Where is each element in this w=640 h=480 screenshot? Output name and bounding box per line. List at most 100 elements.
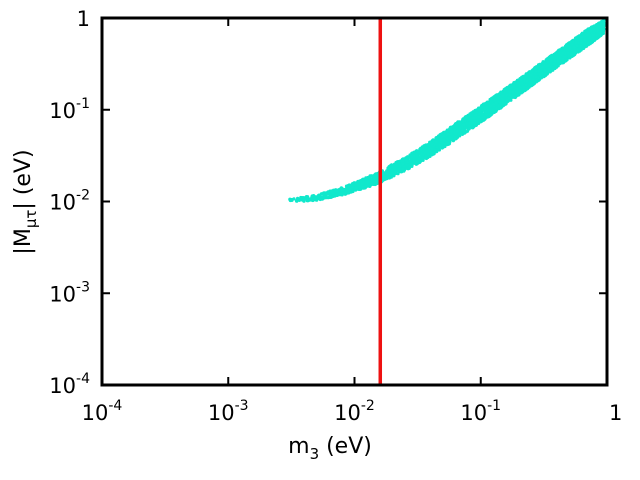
scatter-point: [424, 146, 428, 150]
scatter-point: [483, 117, 487, 121]
scatter-point: [553, 59, 557, 63]
scatter-point: [561, 46, 565, 50]
scatter-point: [515, 91, 519, 95]
scatter-point: [329, 189, 334, 193]
scatter-point: [598, 22, 603, 26]
scatter-point: [489, 104, 493, 108]
scatter-point: [467, 124, 472, 128]
scatter-point: [541, 74, 545, 78]
scatter-point: [595, 27, 599, 31]
scatter-point: [493, 94, 497, 98]
scatter-point: [453, 128, 457, 132]
scatter-point: [478, 120, 482, 124]
scatter-point: [448, 136, 452, 140]
scatter-point: [375, 176, 380, 180]
scatter-point: [534, 78, 539, 82]
scatter-point: [322, 191, 326, 195]
x-tick-label: 10-2: [334, 398, 375, 425]
scatter-point: [409, 162, 413, 166]
scatter-point: [346, 189, 350, 193]
scatter-point: [583, 34, 587, 39]
scatter-point: [455, 129, 459, 133]
scatter-point: [492, 109, 496, 113]
scatter-point: [401, 162, 405, 166]
scatter-point: [561, 57, 565, 61]
scatter-point: [543, 68, 547, 73]
scatter-point: [584, 44, 589, 48]
scatter-point: [400, 159, 405, 163]
scatter-point: [329, 195, 333, 199]
scatter-point: [441, 134, 445, 139]
scatter-point: [505, 98, 509, 102]
scatter-point: [430, 153, 434, 157]
scatter-point: [562, 55, 567, 59]
scatter-point: [575, 43, 579, 48]
scatter-point: [494, 101, 498, 105]
scatter-point: [449, 132, 453, 136]
scatter-point: [530, 69, 534, 73]
scatter-point: [533, 67, 537, 71]
scatter-point: [348, 187, 352, 191]
scatter-point: [426, 143, 430, 147]
scatter-point: [446, 132, 450, 136]
scatter-point: [368, 175, 372, 179]
scatter-point: [302, 198, 306, 202]
scatter-point: [522, 88, 526, 92]
scatter-point: [421, 146, 425, 150]
scatter-point: [515, 93, 519, 98]
scatter-point: [313, 197, 317, 201]
scatter-point: [446, 141, 450, 145]
scatter-point: [430, 147, 434, 151]
scatter-point: [576, 38, 581, 43]
scatter-point: [600, 30, 604, 34]
scatter-point: [572, 45, 577, 50]
scatter-point: [529, 73, 534, 77]
scatter-point: [416, 150, 420, 154]
scatter-point: [309, 197, 313, 201]
scatter-point: [525, 79, 529, 83]
scatter-point: [372, 177, 376, 181]
scatter-point: [547, 70, 551, 74]
scatter-point: [484, 102, 488, 106]
scatter-point: [496, 96, 500, 100]
scatter-point: [511, 93, 516, 97]
scatter-point: [438, 143, 442, 147]
scatter-point: [405, 160, 410, 164]
scatter-point: [571, 40, 575, 44]
scatter-point: [427, 147, 431, 151]
scatter-point: [412, 154, 416, 158]
scatter-point: [310, 194, 314, 198]
y-tick-label: 10-4: [49, 371, 90, 398]
scatter-point: [471, 116, 476, 120]
scatter-point: [482, 115, 487, 119]
scatter-point: [589, 40, 594, 44]
scatter-point: [397, 169, 402, 173]
scatter-point: [569, 52, 573, 56]
scatter-point: [561, 51, 565, 55]
scatter-point: [340, 188, 345, 192]
scatter-point: [478, 109, 482, 113]
tick-layer: 10-4 10-3 10-2 10-1 1 10-4 10-3 10-2 10-1 1: [49, 7, 622, 425]
scatter-point: [467, 127, 471, 131]
scatter-point: [458, 126, 462, 130]
scatter-point: [472, 121, 476, 125]
scatter-point: [591, 33, 596, 37]
scatter-point: [551, 67, 555, 71]
scatter-point: [492, 102, 496, 106]
scatter-point: [461, 119, 465, 123]
scatter-point: [376, 171, 380, 176]
scatter-point: [540, 65, 545, 69]
y-tick-label: 10-2: [49, 188, 90, 215]
scatter-point: [484, 113, 489, 117]
scatter-point: [390, 168, 394, 172]
scatter-point: [334, 193, 338, 197]
scatter-point: [419, 148, 423, 152]
scatter-point: [408, 159, 412, 163]
scatter-point: [394, 172, 398, 176]
scatter-point: [552, 52, 556, 56]
scatter-point: [408, 165, 412, 169]
scatter-point: [401, 167, 405, 171]
scatter-point: [534, 75, 538, 79]
scatter-point: [522, 85, 526, 89]
